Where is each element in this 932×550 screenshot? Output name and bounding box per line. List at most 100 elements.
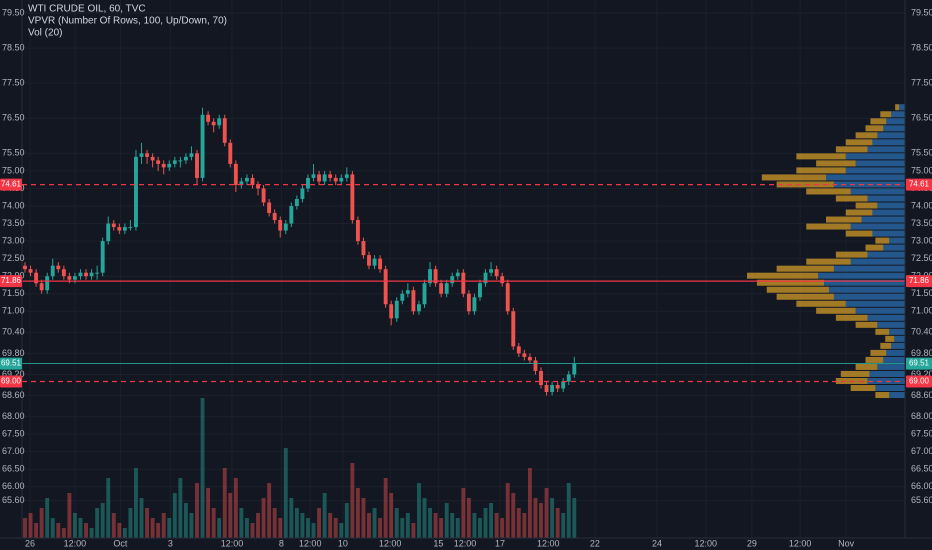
- volume-bar: [211, 508, 216, 538]
- profile-down: [835, 146, 868, 153]
- profile-up: [833, 265, 905, 272]
- candle-body: [355, 220, 360, 242]
- profile-up: [850, 223, 905, 230]
- candle-body: [233, 163, 238, 185]
- candle-body: [500, 276, 505, 284]
- candle-body: [572, 363, 577, 375]
- candle-body: [433, 269, 438, 284]
- volume-bar: [239, 508, 244, 538]
- candle-body: [317, 174, 322, 182]
- profile-up: [886, 118, 905, 125]
- profile-up: [867, 146, 905, 153]
- y-tick-label: 75.00: [2, 165, 25, 175]
- candle-body: [522, 353, 527, 357]
- volume-bar: [527, 468, 532, 538]
- profile-up: [867, 314, 905, 321]
- candle-body: [367, 255, 371, 266]
- y-tick-label: 74.00: [2, 200, 25, 210]
- volume-bar: [289, 498, 294, 538]
- candle-body: [39, 283, 44, 291]
- volume-bar: [300, 513, 305, 538]
- candle-body: [389, 304, 394, 319]
- candle-body: [478, 283, 482, 298]
- volume-bar: [183, 503, 188, 538]
- price-badge-label: 74.61: [1, 180, 22, 189]
- profile-down: [875, 237, 890, 244]
- volume-bar: [516, 508, 521, 538]
- volume-bar: [145, 508, 150, 538]
- x-tick-label: 22: [590, 538, 600, 548]
- candle-body: [461, 272, 466, 294]
- profile-down: [855, 363, 878, 370]
- profile-up: [826, 174, 905, 181]
- y-tick-label: 75.00: [911, 165, 932, 175]
- volume-bar: [561, 513, 566, 538]
- candle-body: [150, 156, 155, 161]
- profile-down: [806, 223, 851, 230]
- candle-body: [239, 181, 244, 185]
- volume-bar: [566, 483, 571, 538]
- y-tick-label: 73.00: [911, 235, 932, 245]
- left-axis: [0, 0, 22, 538]
- y-tick-label: 69.80: [2, 348, 25, 358]
- candle-body: [505, 283, 510, 312]
- candle-body: [466, 293, 471, 312]
- volume-bar: [67, 493, 72, 538]
- y-tick-label: 76.50: [2, 113, 25, 123]
- volume-bar: [228, 493, 233, 538]
- candle-body: [411, 290, 416, 312]
- candle-body: [272, 213, 277, 221]
- profile-up: [877, 202, 905, 209]
- profile-down: [840, 370, 870, 377]
- profile-down: [747, 272, 819, 279]
- volume-bar: [522, 513, 527, 538]
- volume-bar: [178, 478, 183, 538]
- profile-up: [845, 167, 905, 174]
- candle-body: [328, 174, 333, 178]
- volume-bar: [128, 508, 133, 538]
- candle-body: [250, 177, 255, 185]
- y-tick-label: 67.50: [911, 428, 932, 438]
- profile-down: [875, 328, 890, 335]
- candle-body: [156, 160, 161, 164]
- volume-bar: [405, 513, 410, 538]
- y-tick-label: 79.50: [2, 7, 25, 17]
- volume-bar: [261, 498, 266, 538]
- candle-body: [350, 174, 355, 221]
- candle-body: [211, 121, 216, 126]
- volume-bar: [494, 513, 499, 538]
- y-tick-label: 71.50: [911, 288, 932, 298]
- price-badge-label: 74.61: [909, 180, 930, 189]
- candle-body: [228, 142, 233, 164]
- profile-down: [806, 188, 851, 195]
- profile-up: [883, 356, 905, 363]
- profile-up: [886, 349, 905, 356]
- candle-body: [428, 269, 432, 284]
- price-badge: [0, 357, 22, 370]
- volume-bar: [550, 498, 555, 538]
- candle-body: [566, 374, 571, 382]
- candle-body: [72, 276, 77, 280]
- candle-body: [172, 160, 177, 164]
- candle-body: [283, 223, 288, 231]
- profile-down: [875, 392, 890, 399]
- profile-down: [870, 349, 887, 356]
- candle-body: [483, 272, 488, 284]
- candle-body: [511, 311, 516, 347]
- profile-down: [855, 202, 878, 209]
- y-tick-label: 66.00: [911, 481, 932, 491]
- y-tick-label: 74.00: [911, 200, 932, 210]
- volume-bar: [206, 488, 211, 538]
- volume-bar: [350, 463, 355, 538]
- candle-body: [561, 381, 566, 389]
- y-tick-label: 77.50: [911, 78, 932, 88]
- profile-up: [872, 139, 905, 146]
- x-tick-label: 12:00: [64, 538, 87, 548]
- candle-body: [200, 114, 205, 178]
- volume-bar: [505, 483, 510, 538]
- candle-body: [333, 177, 338, 182]
- y-tick-label: 66.50: [2, 464, 25, 474]
- profile-up: [869, 370, 905, 377]
- profile-up: [867, 251, 905, 258]
- candle-body: [400, 293, 405, 301]
